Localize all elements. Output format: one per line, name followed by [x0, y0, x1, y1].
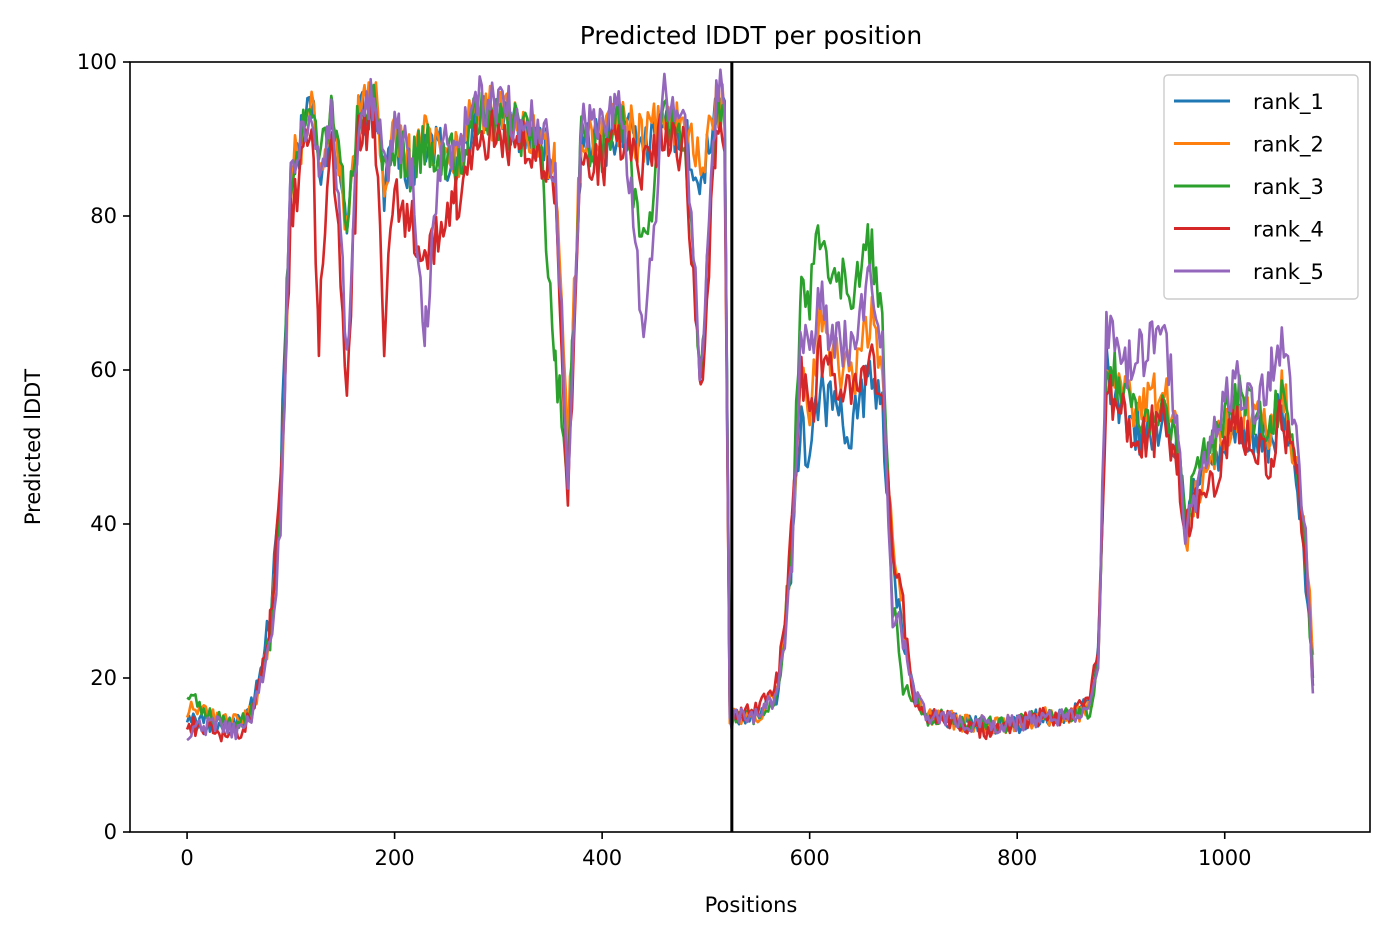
y-axis-label: Predicted lDDT: [21, 369, 45, 525]
y-axis: 0 20 40 60 80 100: [77, 50, 130, 844]
x-tick-label: 800: [997, 846, 1037, 870]
legend-label-rank_5: rank_5: [1253, 260, 1324, 285]
legend-box: [1163, 74, 1359, 300]
x-tick-label: 400: [582, 846, 622, 870]
y-tick-label: 60: [90, 358, 117, 382]
legend-label-rank_3: rank_3: [1253, 175, 1324, 200]
x-tick-label: 600: [790, 846, 830, 870]
legend-label-rank_2: rank_2: [1253, 133, 1324, 158]
plot-frame: [129, 61, 1371, 833]
x-tick-label: 1000: [1198, 846, 1251, 870]
chart-title: Predicted lDDT per position: [580, 21, 922, 50]
legend-label-rank_4: rank_4: [1253, 218, 1324, 243]
y-tick-label: 40: [90, 512, 117, 536]
y-tick-label: 0: [104, 820, 117, 844]
y-tick-label: 100: [77, 50, 117, 74]
legend-label-rank_1: rank_1: [1253, 90, 1324, 115]
plot-area: [185, 62, 1315, 832]
legend: rank_1 rank_2 rank_3 rank_4 rank_5: [1163, 74, 1359, 300]
y-tick-label: 80: [90, 204, 117, 228]
x-tick-label: 200: [375, 846, 415, 870]
x-tick-label: 0: [180, 846, 193, 870]
x-axis: 0 200 400 600 800 1000: [180, 832, 1251, 870]
y-tick-label: 20: [90, 666, 117, 690]
x-axis-label: Positions: [705, 893, 798, 917]
series-line-rank_5: [186, 68, 1315, 742]
